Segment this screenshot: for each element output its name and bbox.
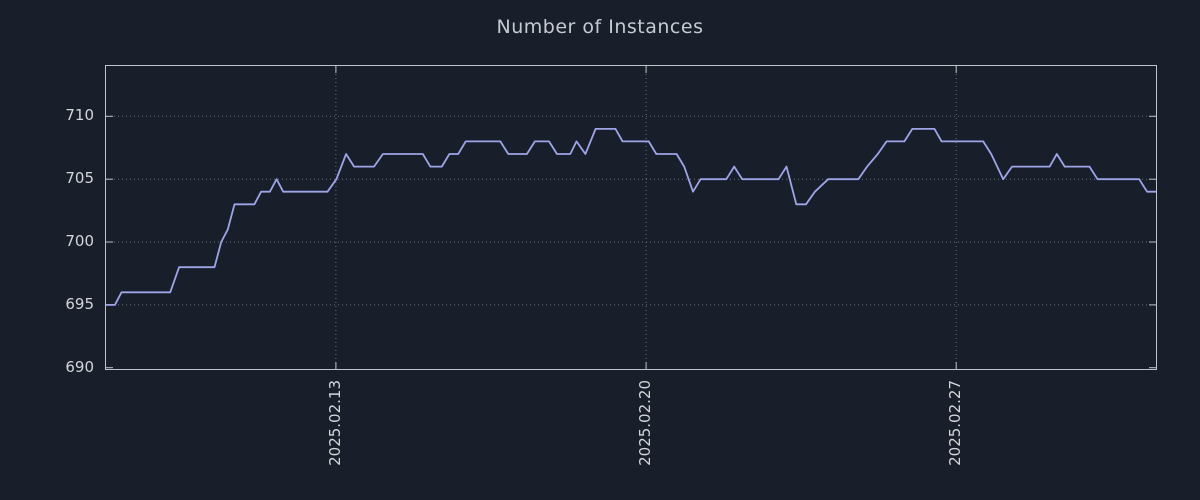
series-line-instances xyxy=(106,128,1156,306)
plot-area xyxy=(105,65,1157,370)
chart-title: Number of Instances xyxy=(496,16,704,38)
x-tick-label: 2025.02.20 xyxy=(636,380,655,466)
y-tick-label: 690 xyxy=(65,357,94,376)
x-tick-label: 2025.02.27 xyxy=(946,380,965,466)
y-tick-label: 695 xyxy=(65,294,94,313)
y-tick-label: 710 xyxy=(65,106,94,125)
y-tick-label: 700 xyxy=(65,232,94,251)
line-plot xyxy=(106,66,1156,369)
x-tick-label: 2025.02.13 xyxy=(325,380,344,466)
y-tick-label: 705 xyxy=(65,169,94,188)
